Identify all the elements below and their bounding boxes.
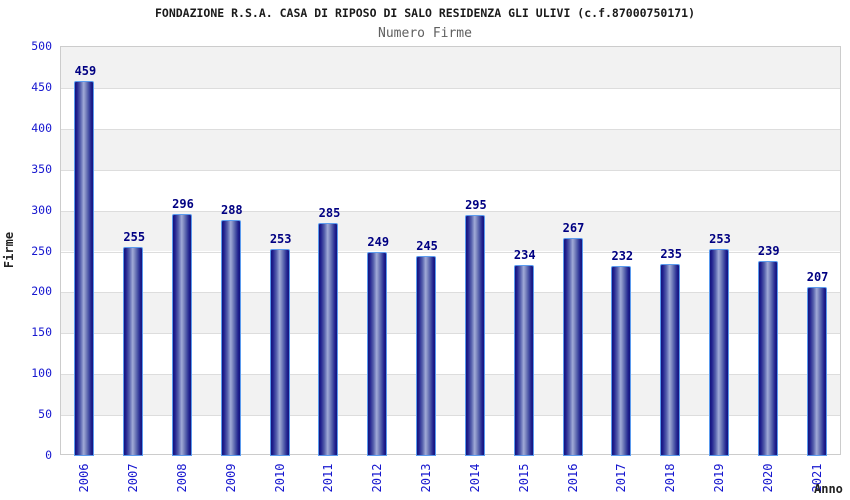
bar-2018 [660, 263, 681, 456]
y-tick-150: 150 [31, 325, 52, 340]
bar-value-label: 267 [562, 220, 585, 235]
bar-2016 [562, 237, 583, 456]
chart-subtitle: Numero Firme [378, 26, 472, 41]
gridline [61, 251, 840, 253]
y-tick-50: 50 [38, 407, 52, 422]
y-tick-0: 0 [45, 448, 52, 462]
bar-2007 [123, 247, 144, 456]
bar-value-label: 296 [172, 196, 194, 211]
bar-2020 [757, 260, 778, 456]
bar-value-label: 235 [660, 246, 682, 261]
y-tick-300: 300 [31, 202, 52, 217]
gridline [61, 128, 840, 130]
bar-value-label: 249 [367, 235, 390, 250]
x-tick-2009: 2009 [223, 463, 238, 493]
bar-value-label: 232 [611, 249, 634, 264]
chart-title: FONDAZIONE R.S.A. CASA DI RIPOSO DI SALO… [154, 6, 696, 20]
y-tick-400: 400 [31, 120, 52, 135]
bar-2019 [708, 249, 729, 456]
x-tick-2006: 2006 [77, 463, 92, 493]
bar-value-label: 288 [220, 203, 243, 218]
x-axis-label: Anno [814, 482, 843, 496]
x-tick-2007: 2007 [126, 463, 141, 493]
x-tick-2019: 2019 [711, 463, 726, 493]
bar-2010 [269, 249, 290, 456]
bar-2009 [220, 220, 241, 456]
bar-2011 [318, 222, 339, 456]
x-tick-2012: 2012 [370, 463, 385, 493]
bar-value-label: 255 [123, 230, 146, 245]
x-tick-2020: 2020 [760, 463, 775, 493]
bar-value-label: 207 [806, 269, 829, 284]
gridline [61, 292, 840, 294]
y-tick-450: 450 [31, 79, 52, 94]
x-tick-2018: 2018 [663, 463, 678, 493]
bar-value-label: 245 [416, 238, 438, 253]
bar-2008 [172, 213, 193, 456]
bar-2021 [806, 286, 827, 456]
grid-band [61, 88, 840, 129]
bar-2006 [74, 80, 95, 456]
bar-2012 [367, 252, 388, 456]
x-tick-2011: 2011 [321, 463, 336, 493]
grid-band [61, 47, 840, 88]
x-tick-2008: 2008 [175, 463, 190, 493]
bar-2013 [416, 255, 437, 456]
y-tick-350: 350 [31, 161, 52, 176]
bar-2015 [513, 264, 534, 456]
x-tick-2010: 2010 [272, 463, 287, 493]
gridline [61, 210, 840, 212]
grid-band [61, 128, 840, 170]
bar-2017 [611, 266, 632, 456]
y-tick-250: 250 [31, 243, 52, 258]
x-tick-2016: 2016 [565, 463, 580, 493]
bar-value-label: 253 [269, 232, 292, 247]
bar-value-label: 285 [318, 205, 341, 220]
bar-value-label: 234 [513, 247, 536, 262]
bar-value-label: 239 [757, 243, 780, 258]
plot-area: 459 255 296 288 253 285 249 245 295 234 267 232 235 2… [60, 46, 841, 456]
gridline [61, 169, 840, 171]
gridline [61, 415, 840, 417]
bar-value-label: 459 [74, 63, 97, 78]
y-tick-500: 500 [31, 39, 52, 53]
gridline [61, 333, 840, 335]
x-tick-2014: 2014 [467, 463, 482, 493]
x-tick-2013: 2013 [419, 463, 434, 493]
gridline [61, 87, 840, 89]
y-tick-100: 100 [31, 366, 52, 381]
bar-value-label: 253 [709, 232, 731, 247]
bar-2014 [464, 214, 485, 456]
y-tick-200: 200 [31, 284, 52, 299]
x-tick-2017: 2017 [614, 463, 629, 493]
bar-value-label: 295 [465, 197, 487, 212]
x-tick-2015: 2015 [516, 463, 531, 493]
gridline [61, 374, 840, 376]
